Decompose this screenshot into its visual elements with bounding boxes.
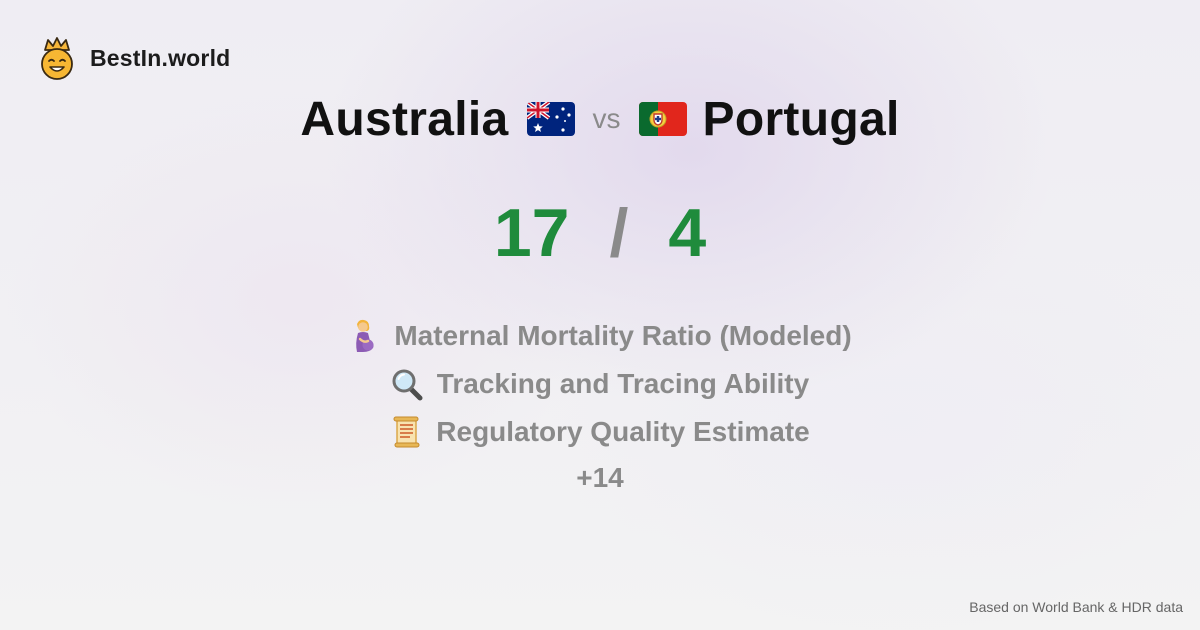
australia-flag-icon: [526, 102, 575, 136]
score-separator: /: [609, 195, 629, 271]
metric-item[interactable]: Tracking and Tracing Ability: [0, 360, 1200, 408]
more-metrics-count[interactable]: +14: [576, 462, 624, 493]
country-a-name: Australia: [300, 92, 509, 146]
magnifying-glass-icon: [392, 369, 423, 401]
brand-name: BestIn.world: [90, 44, 231, 71]
metric-item[interactable]: Maternal Mortality Ratio (Modeled): [0, 312, 1200, 360]
crown-smiley-icon: [41, 37, 73, 80]
portugal-flag-icon: [638, 102, 687, 136]
metric-list: Maternal Mortality Ratio (Modeled) Track…: [0, 312, 1200, 456]
vs-label: vs: [592, 103, 621, 134]
pregnant-woman-icon: [356, 319, 374, 352]
scroll-icon: [393, 416, 420, 448]
score: 17 / 4: [0, 190, 1200, 276]
metric-label: Regulatory Quality Estimate: [436, 416, 810, 447]
data-source-note: Based on World Bank & HDR data: [969, 599, 1183, 615]
country-b-name: Portugal: [702, 92, 900, 146]
metric-label: Maternal Mortality Ratio (Modeled): [394, 320, 852, 351]
brand[interactable]: BestIn.world: [38, 36, 230, 80]
metric-label: Tracking and Tracing Ability: [436, 368, 810, 399]
metric-item[interactable]: Regulatory Quality Estimate: [0, 408, 1200, 456]
comparison-title: Australia vs Portugal: [0, 86, 1200, 152]
score-country-a: 17: [493, 195, 570, 271]
score-country-b: 4: [668, 195, 707, 271]
